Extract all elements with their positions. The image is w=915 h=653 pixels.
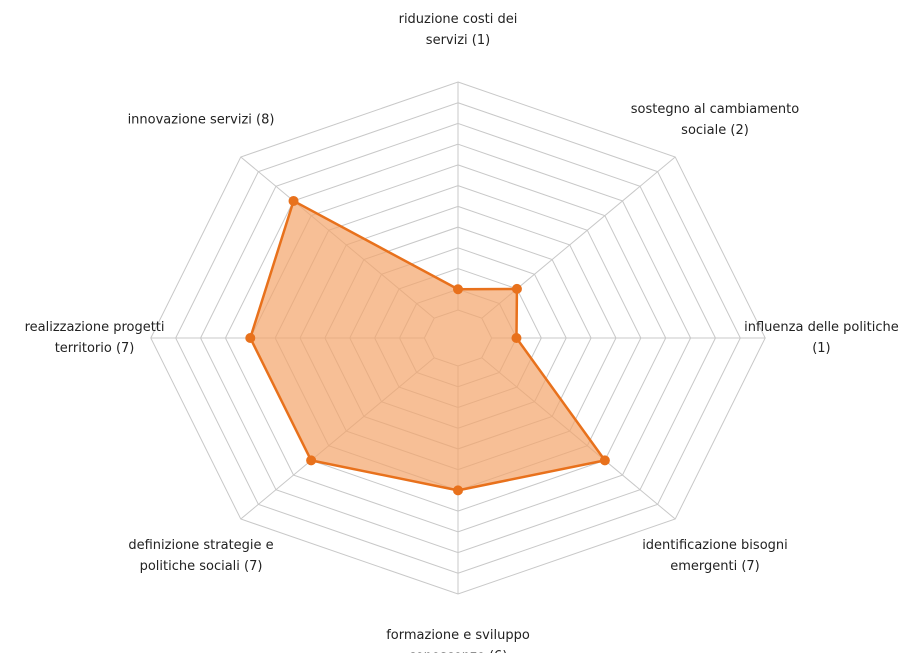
point	[288, 195, 299, 206]
axis-label: conoscenze (6)	[409, 649, 508, 653]
point	[599, 455, 610, 466]
axis-label: territorio (7)	[55, 341, 135, 356]
axis-label: realizzazione progetti	[25, 320, 165, 335]
point	[511, 333, 522, 343]
axis-label: innovazione servizi (8)	[128, 113, 275, 128]
axis-label: influenza delle politiche	[744, 320, 899, 335]
axis-label: riduzione costi dei	[399, 12, 518, 27]
axis-label: identificazione bisogni	[642, 538, 788, 553]
axis-label: formazione e sviluppo	[386, 628, 530, 643]
axis-label: sociale (2)	[681, 123, 749, 138]
point	[306, 455, 317, 466]
axis-label: emergenti (7)	[670, 559, 760, 574]
area	[249, 199, 607, 492]
point	[453, 485, 463, 496]
axis-label: politiche sociali (7)	[140, 559, 263, 574]
point	[245, 333, 256, 343]
point	[453, 284, 463, 295]
axis-label: servizi (1)	[426, 33, 490, 48]
axis-label: sostegno al cambiamento	[631, 102, 799, 117]
axis-label: definizione strategie e	[128, 538, 273, 553]
point	[511, 283, 522, 294]
axis-label: (1)	[812, 341, 830, 356]
